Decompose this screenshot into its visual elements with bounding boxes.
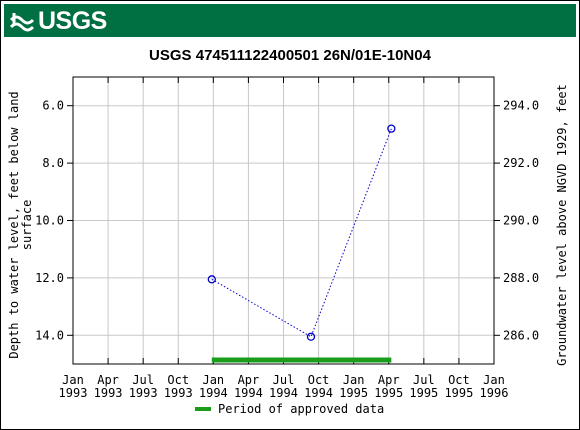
usgs-logo-icon xyxy=(10,13,34,32)
usgs-logo-text: USGS xyxy=(38,7,107,35)
right-axis: 294.0 292.0 290.0 288.0 286.0 xyxy=(494,99,539,342)
x-tick-label-month: Jan xyxy=(483,373,505,387)
left-axis: 6.0 8.0 10.0 12.0 14.0 xyxy=(35,99,73,342)
y-axis-label-left-line2: surface xyxy=(20,200,34,251)
x-tick-label-month: Oct xyxy=(448,373,470,387)
x-tick-label-year: 1993 xyxy=(59,386,88,400)
x-tick-label-month: Apr xyxy=(378,373,400,387)
x-tick-label-year: 1996 xyxy=(480,386,509,400)
left-tick-label: 12.0 xyxy=(35,271,64,285)
grid-lines xyxy=(73,77,494,364)
x-tick-label-month: Jul xyxy=(132,373,154,387)
right-tick-label: 286.0 xyxy=(503,328,539,342)
x-tick-label-year: 1995 xyxy=(409,386,438,400)
data-point xyxy=(387,124,396,133)
x-tick-label-year: 1995 xyxy=(339,386,368,400)
x-tick-label-year: 1993 xyxy=(164,386,193,400)
x-tick-label-month: Apr xyxy=(97,373,119,387)
right-tick-label: 288.0 xyxy=(503,271,539,285)
right-tick-label: 294.0 xyxy=(503,99,539,113)
right-tick-label: 292.0 xyxy=(503,156,539,170)
x-tick-label-year: 1993 xyxy=(94,386,123,400)
legend-label: Period of approved data xyxy=(218,402,384,416)
x-tick-label-year: 1995 xyxy=(444,386,473,400)
x-tick-label-month: Oct xyxy=(308,373,330,387)
x-tick-label-year: 1994 xyxy=(304,386,333,400)
chart-title: USGS 474511122400501 26N/01E-10N04 xyxy=(149,47,432,64)
x-tick-label-year: 1994 xyxy=(199,386,228,400)
x-tick-label-month: Oct xyxy=(167,373,189,387)
data-series xyxy=(207,124,396,341)
left-tick-label: 6.0 xyxy=(42,99,64,113)
usgs-banner: USGS xyxy=(4,4,576,37)
y-axis-label-right: Groundwater level above NGVD 1929, feet xyxy=(555,84,569,366)
x-tick-label-month: Jan xyxy=(62,373,84,387)
x-tick-label-year: 1995 xyxy=(374,386,403,400)
x-tick-label-month: Jul xyxy=(273,373,295,387)
x-tick-label-year: 1994 xyxy=(234,386,263,400)
x-tick-label-month: Jul xyxy=(413,373,435,387)
legend: Period of approved data xyxy=(195,402,384,416)
series-line xyxy=(211,128,392,338)
x-tick-label-month: Apr xyxy=(238,373,260,387)
x-tick-label-month: Jan xyxy=(343,373,365,387)
left-tick-label: 8.0 xyxy=(42,156,64,170)
y-axis-label-left-line1: Depth to water level, feet below land xyxy=(7,91,21,358)
data-point xyxy=(306,332,316,341)
left-tick-label: 10.0 xyxy=(35,214,64,228)
left-tick-label: 14.0 xyxy=(35,328,64,342)
x-axis: Jan1993Apr1993Jul1993Oct1993Jan1994Apr19… xyxy=(59,77,509,400)
right-tick-label: 290.0 xyxy=(503,214,539,228)
data-point xyxy=(207,275,216,284)
x-tick-label-year: 1993 xyxy=(129,386,158,400)
x-tick-label-year: 1994 xyxy=(269,386,298,400)
x-tick-label-month: Jan xyxy=(202,373,224,387)
